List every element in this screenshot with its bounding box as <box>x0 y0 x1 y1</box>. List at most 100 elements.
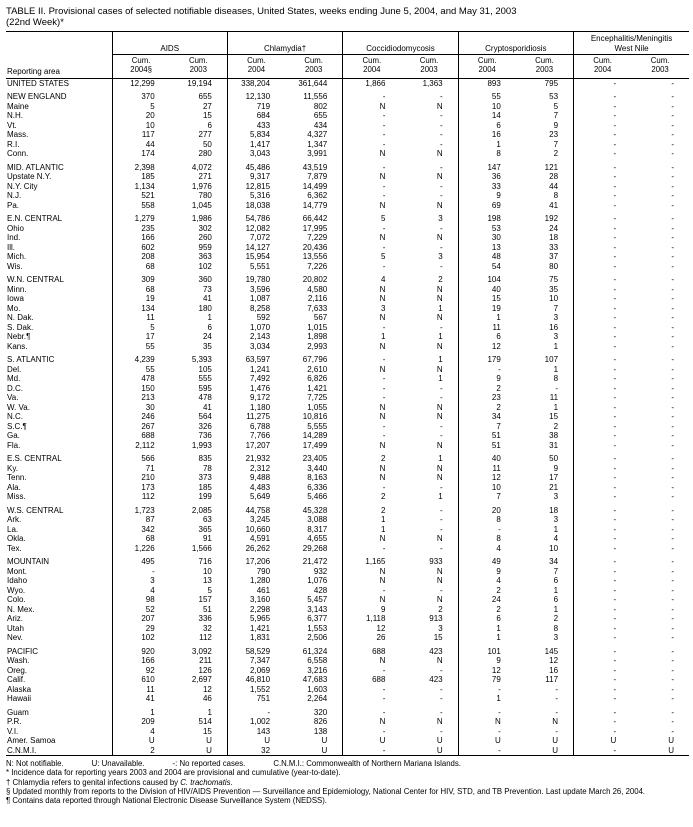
year-label: 2004§ <box>130 64 152 74</box>
reporting-area-cell: NEW ENGLAND <box>7 92 67 102</box>
value-cell: 3 <box>438 214 443 224</box>
reporting-area-cell: Iowa <box>7 294 24 304</box>
value-cell: 10 <box>457 101 516 112</box>
col-header-chlamydia-cum-2004: Cum. 2004 <box>226 54 286 79</box>
footnote-section: § Updated monthly from reports to the Di… <box>6 786 646 796</box>
value-cell: 336 <box>198 614 212 624</box>
table-row-ohio: Ohio 235 302 12,082 17,995 - - 53 24 - - <box>6 223 689 234</box>
spacer-cell <box>226 450 286 455</box>
value-cell: 6,788 <box>226 421 286 432</box>
value-cell: - <box>671 566 674 576</box>
table-row-n-c: N.C. 246 564 11,275 10,816 N N 34 15 - - <box>6 412 689 422</box>
spacer-cell <box>457 351 516 356</box>
value-cell: - <box>671 431 674 441</box>
reporting-area-cell: Wis. <box>7 261 23 271</box>
value-cell: 14 <box>457 111 516 121</box>
value-cell: 2 <box>553 421 559 431</box>
value-cell: - <box>573 646 632 657</box>
reporting-area-cell: Tex. <box>7 543 22 553</box>
table-row-v-i: V.I. 4 15 143 138 - - - - - - <box>6 726 689 737</box>
value-cell: N <box>342 717 401 727</box>
reporting-area-cell: S.C.¶ <box>7 421 27 431</box>
reporting-area-cell: Mass. <box>7 130 29 140</box>
value-cell: 147 <box>457 162 516 173</box>
value-cell: 9 <box>457 656 516 666</box>
value-cell: 21,932 <box>226 454 286 464</box>
group-header-chlamydia: Chlamydia† <box>226 31 343 55</box>
footnotes: N: Not notifiable. U: Unavailable. -: No r… <box>6 759 689 805</box>
value-cell: - <box>671 374 674 384</box>
value-cell: 567 <box>313 313 328 323</box>
table-row-ky: Ky. 71 78 2,312 3,440 N N 11 9 - - <box>6 463 689 474</box>
value-cell: 71 <box>111 463 170 474</box>
value-cell: 11 <box>549 393 559 403</box>
value-cell: 126 <box>198 665 212 675</box>
value-cell: U <box>111 736 170 746</box>
value-cell: 23,405 <box>302 454 328 464</box>
table-row-n-h: N.H. 20 15 684 655 - - 14 7 - - <box>6 111 689 121</box>
value-cell: - <box>573 181 632 192</box>
value-cell: 1,993 <box>191 440 212 450</box>
value-cell: N <box>436 463 443 473</box>
table-row-alaska: Alaska 11 12 1,552 1,603 - - - - - - <box>6 684 689 695</box>
value-cell: 43,519 <box>302 162 328 172</box>
value-cell: - <box>573 402 632 413</box>
value-cell: - <box>439 684 443 694</box>
value-cell: 1 <box>553 402 559 412</box>
value-cell: - <box>573 431 632 441</box>
value-cell: 1 <box>438 355 443 365</box>
year-label: 2003 <box>535 64 554 74</box>
year-label: 2004 <box>247 64 266 74</box>
reporting-area-cell: Vt. <box>7 120 17 130</box>
value-cell: - <box>671 595 674 605</box>
value-cell: 105 <box>198 364 212 374</box>
table-row-del: Del. 55 105 1,241 2,610 N N - 1 - - <box>6 364 689 375</box>
value-cell: - <box>671 383 674 393</box>
value-cell: - <box>671 694 674 704</box>
value-cell: 11 <box>457 463 516 474</box>
spacer-cell <box>573 210 632 215</box>
value-cell: - <box>671 665 674 675</box>
reporting-area-cell: Maine <box>7 101 29 111</box>
value-cell: N <box>342 294 401 304</box>
value-cell: N <box>436 534 443 544</box>
value-cell: - <box>439 665 443 675</box>
table-header: Reporting area AIDS Chlamydia† Coccidiod… <box>6 31 689 79</box>
value-cell: 688 <box>342 646 401 657</box>
value-cell: - <box>573 482 632 493</box>
table-row-ariz: Ariz. 207 336 5,965 6,377 1,118 913 6 2 - - <box>6 614 689 624</box>
spacer-cell <box>573 642 632 647</box>
value-cell: 38 <box>549 431 559 441</box>
value-cell: 2 <box>553 614 559 624</box>
value-cell: 1 <box>457 694 516 704</box>
value-cell: 1,055 <box>307 402 328 412</box>
title-line2: (22nd Week)* <box>6 17 64 28</box>
table-body: UNITED STATES 12,299 19,194 338,204 361,644 1… <box>6 78 689 756</box>
footnote-star: * Incidence data for reporting years 200… <box>6 768 341 778</box>
table-row-conn: Conn. 174 280 3,043 3,991 N N 8 2 - - <box>6 149 689 159</box>
value-cell: - <box>671 482 674 492</box>
value-cell: - <box>671 101 674 111</box>
legend-cnmi: C.N.M.I.: Commonwealth of Northern Maria… <box>273 759 461 769</box>
value-cell: 68 <box>111 534 170 544</box>
value-cell: 32 <box>202 623 212 633</box>
value-cell: 6,362 <box>307 191 328 201</box>
table-row-hawaii: Hawaii 41 46 751 2,264 - - 1 - - - <box>6 694 689 704</box>
value-cell: 1,566 <box>191 543 212 553</box>
reporting-area-cell: N.J. <box>7 191 22 201</box>
table-row-idaho: Idaho 3 13 1,280 1,076 N N 4 6 - - <box>6 576 689 586</box>
value-cell: 8,317 <box>307 524 328 534</box>
value-cell: 33 <box>549 242 559 252</box>
value-cell: 61,324 <box>302 646 328 656</box>
value-cell: 1,015 <box>307 322 328 332</box>
value-cell: - <box>439 261 443 271</box>
value-cell: 40 <box>457 284 516 295</box>
value-cell: 564 <box>198 412 212 422</box>
value-cell: 17,499 <box>302 440 328 450</box>
spacer-cell <box>342 88 401 93</box>
value-cell: - <box>439 482 443 492</box>
reporting-area-cell: Ohio <box>7 223 24 233</box>
value-cell: - <box>573 233 632 243</box>
value-cell: - <box>573 694 632 704</box>
reporting-area-cell: Ark. <box>7 515 22 525</box>
